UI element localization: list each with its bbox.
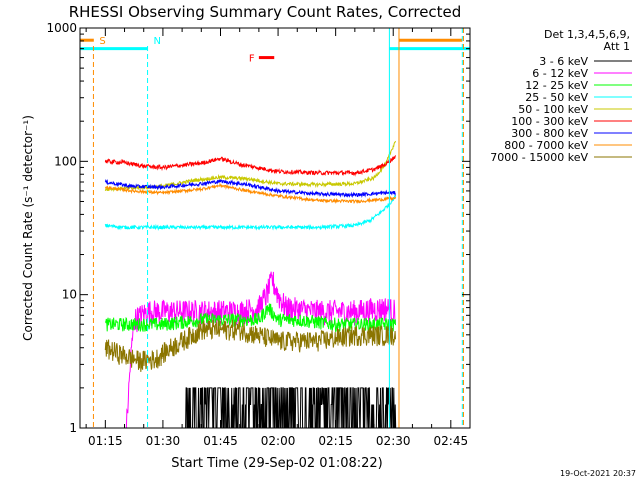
series-line [104, 178, 396, 198]
series-line [104, 319, 396, 372]
series-line [125, 271, 396, 429]
y-tick-label: 1 [69, 421, 77, 435]
series-line [104, 303, 396, 334]
y-tick-label: 1000 [46, 21, 77, 35]
series-line [104, 182, 396, 205]
chart-title: RHESSI Observing Summary Count Rates, Co… [69, 3, 462, 21]
legend-label: 3 - 6 keV [539, 55, 588, 68]
y-tick-label: 100 [54, 154, 77, 168]
legend-label: 800 - 7000 keV [504, 139, 588, 152]
x-tick-label: 02:15 [318, 434, 353, 448]
legend-label: 25 - 50 keV [525, 91, 588, 104]
x-tick-label: 01:30 [146, 434, 181, 448]
x-axis-label: Start Time (29-Sep-02 01:08:22) [171, 456, 382, 471]
annotation-label: N [154, 36, 161, 47]
legend-label: 7000 - 15000 keV [490, 151, 588, 164]
x-tick-label: 01:45 [203, 434, 238, 448]
y-axis: 1 10 100 1000 [46, 21, 470, 435]
footer-date: 19-Oct-2021 20:37 [560, 469, 636, 478]
series-line [120, 387, 397, 429]
x-tick-label: 02:30 [376, 434, 411, 448]
legend-label: 12 - 25 keV [525, 79, 588, 92]
annotation-label: F [249, 54, 255, 65]
legend-header: Det 1,3,4,5,6,9, [544, 28, 630, 41]
plot-area: S N F [80, 28, 470, 429]
x-tick-label: 02:00 [261, 434, 296, 448]
legend-label: 6 - 12 keV [532, 67, 588, 80]
legend-label: 50 - 100 keV [518, 103, 588, 116]
legend-label: 300 - 800 keV [511, 127, 588, 140]
plot-frame [79, 27, 471, 429]
y-tick-label: 10 [62, 288, 77, 302]
annotation-label: S [99, 36, 105, 47]
legend-label: 100 - 300 keV [511, 115, 588, 128]
series-line [104, 194, 396, 231]
series-line [104, 155, 396, 177]
x-tick-label: 02:45 [434, 434, 469, 448]
legend-header: Att 1 [604, 40, 630, 53]
x-tick-label: 01:15 [88, 434, 123, 448]
x-axis: 01:15 01:30 01:45 02:00 02:15 02:30 02:45 [85, 28, 471, 448]
y-axis-label: Corrected Count Rate (s⁻¹ detector⁻¹) [21, 115, 35, 341]
